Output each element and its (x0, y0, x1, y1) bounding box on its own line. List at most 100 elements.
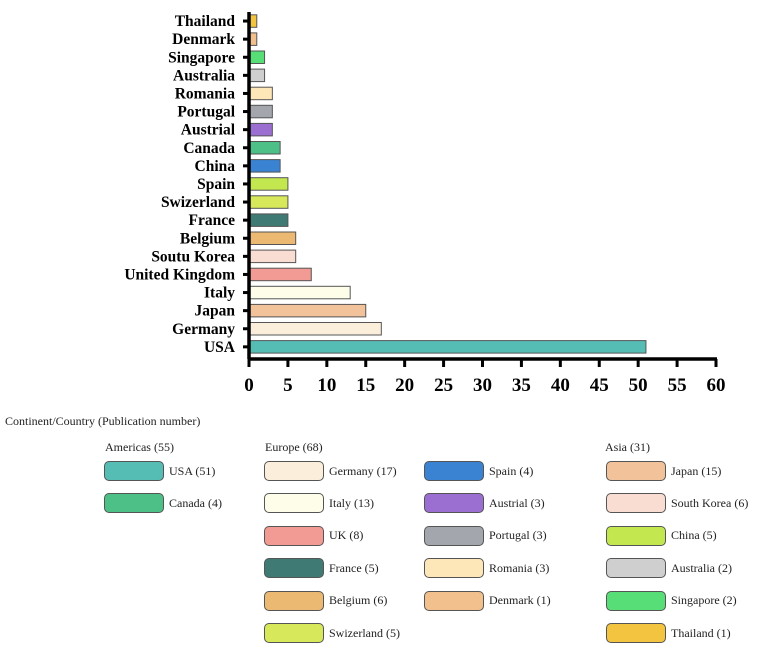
legend-item: Spain (4) (424, 461, 533, 481)
x-tick-label: 35 (512, 375, 531, 396)
legend-label: France (5) (329, 560, 379, 575)
legend-swatch (606, 558, 666, 579)
category-label: Denmark (172, 31, 235, 48)
x-tick-label: 30 (473, 375, 492, 396)
legend-item: UK (8) (264, 525, 364, 546)
legend-label: Germany (17) (329, 463, 397, 478)
x-tick-label: 5 (283, 375, 293, 396)
category-label: Canada (183, 140, 235, 157)
legend-label: China (5) (671, 528, 717, 543)
category-label: Swizerland (161, 194, 235, 211)
bar-thailand (249, 14, 258, 28)
legend-label: Swizerland (5) (329, 625, 400, 640)
x-tick-label: 25 (434, 375, 453, 396)
legend-item: China (5) (606, 525, 717, 546)
legend-label: Canada (4) (169, 495, 222, 510)
legend-swatch (104, 493, 164, 514)
legend-label: Singapore (2) (671, 593, 737, 608)
legend-swatch (606, 623, 666, 643)
legend-label: USA (51) (169, 463, 216, 478)
legend-item: Canada (4) (104, 493, 222, 514)
legend-swatch (424, 558, 484, 579)
bar-romania (249, 86, 273, 101)
bar-germany (249, 322, 382, 336)
category-label: Belgium (180, 230, 235, 247)
legend-item: USA (51) (104, 461, 215, 481)
legend-swatch (424, 590, 484, 611)
legend-group-title: Asia (31) (605, 440, 650, 454)
legend-swatch (264, 558, 324, 579)
bar-united-kingdom (249, 267, 312, 282)
legend-label: Japan (15) (671, 463, 722, 478)
category-label: United Kingdom (124, 266, 235, 283)
bar-denmark (249, 32, 258, 46)
legend-item: Germany (17) (264, 461, 397, 481)
legend-swatch (264, 525, 324, 546)
legend-item: Swizerland (5) (264, 623, 400, 643)
category-label: Germany (172, 321, 235, 338)
bar-australia (249, 68, 266, 83)
legend-swatch (424, 525, 484, 546)
legend-swatch (606, 590, 666, 611)
legend-swatch (424, 461, 484, 481)
legend-swatch (606, 493, 666, 514)
legend-swatch (264, 590, 324, 611)
bar-singapore (249, 50, 266, 64)
category-label: Austrial (181, 122, 236, 139)
bar-japan (249, 303, 367, 318)
legend-swatch (606, 461, 666, 481)
bar-soutu-korea (249, 249, 297, 264)
legend-group-title: Americas (55) (105, 440, 174, 454)
bar-italy (249, 285, 351, 300)
legend-label: UK (8) (329, 528, 364, 543)
bar-canada (249, 141, 281, 155)
legend-label: Portugal (3) (489, 528, 547, 543)
legend-item: South Korea (6) (606, 493, 749, 514)
x-tick-label: 45 (590, 375, 609, 396)
category-label: Italy (204, 285, 235, 302)
legend-label: Australia (2) (671, 560, 732, 575)
legend-item: Romania (3) (424, 558, 550, 579)
bar-austrial (249, 122, 273, 137)
legend-label: Austrial (3) (489, 495, 545, 510)
category-label: France (189, 212, 236, 229)
category-label: Romania (175, 85, 236, 102)
legend-item: Denmark (1) (424, 590, 551, 611)
legend-item: Austrial (3) (424, 493, 545, 514)
legend-item: Italy (13) (264, 493, 374, 514)
x-tick-label: 40 (551, 375, 570, 396)
x-tick-label: 0 (244, 375, 254, 396)
legend-item: Australia (2) (606, 558, 732, 579)
category-label: China (195, 158, 236, 175)
legend-label: Belgium (6) (329, 593, 388, 608)
bar-belgium (249, 231, 297, 245)
category-label: Singapore (168, 49, 235, 66)
legend-title: Continent/Country (Publication number) (5, 414, 201, 428)
category-label: Japan (195, 303, 236, 320)
legend-swatch (264, 493, 324, 514)
category-label: Portugal (177, 104, 235, 121)
bar-china (249, 159, 281, 173)
x-tick-label: 10 (317, 375, 336, 396)
category-label: Soutu Korea (151, 248, 235, 265)
legend-label: Romania (3) (489, 560, 550, 575)
legend-swatch (104, 461, 164, 481)
legend-item: Portugal (3) (424, 525, 547, 546)
legend-swatch (424, 493, 484, 514)
legend-label: South Korea (6) (671, 495, 749, 510)
legend-label: Denmark (1) (489, 593, 551, 608)
bar-portugal (249, 104, 273, 119)
bar-france (249, 213, 289, 227)
legend-group-title: Europe (68) (265, 440, 323, 454)
category-label: Thailand (175, 13, 236, 30)
category-label: Australia (173, 67, 235, 84)
legend-label: Italy (13) (329, 495, 374, 510)
legend-swatch (264, 461, 324, 481)
legend-item: Japan (15) (606, 461, 721, 481)
legend-item: Singapore (2) (606, 590, 737, 611)
legend-item: France (5) (264, 558, 379, 579)
category-label: Spain (197, 176, 235, 193)
x-tick-label: 60 (707, 375, 726, 396)
x-tick-label: 55 (668, 375, 687, 396)
legend-label: Spain (4) (489, 463, 534, 478)
